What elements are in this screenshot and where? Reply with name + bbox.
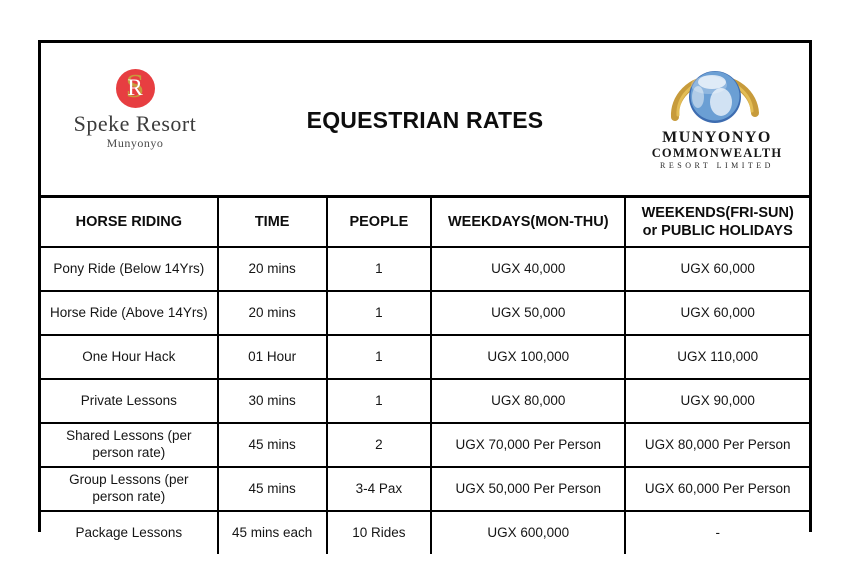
weekend-rate-cell: UGX 80,000 Per Person (624, 422, 809, 468)
time-cell: 01 Hour (216, 334, 328, 380)
speke-monogram-icon: S R (115, 68, 155, 108)
weekday-rate-cell: UGX 600,000 (430, 510, 627, 554)
page-title: EQUESTRIAN RATES (306, 107, 544, 133)
munyonyo-logo-line3: RESORT LIMITED (660, 161, 774, 170)
time-cell: 20 mins (216, 246, 328, 292)
time-cell: 45 mins (216, 466, 328, 512)
table-row: Shared Lessons (per person rate) 45 mins… (41, 422, 809, 468)
table-row: Package Lessons 45 mins each 10 Rides UG… (41, 510, 809, 554)
column-header-weekends: WEEKENDS(FRI-SUN) or PUBLIC HOLIDAYS (624, 196, 809, 248)
monogram-letter-r: R (127, 75, 143, 100)
table-row: One Hour Hack 01 Hour 1 UGX 100,000 UGX … (41, 334, 809, 380)
globe-icon (670, 71, 759, 123)
people-cell: 10 Rides (325, 510, 433, 554)
row-label: One Hour Hack (41, 334, 219, 380)
row-label: Shared Lessons (per person rate) (41, 422, 219, 468)
weekday-rate-cell: UGX 80,000 (430, 378, 627, 424)
column-header-people: PEOPLE (325, 196, 433, 248)
weekend-rate-cell: - (624, 510, 809, 554)
table-row: Private Lessons 30 mins 1 UGX 80,000 UGX… (41, 378, 809, 424)
weekend-rate-cell: UGX 90,000 (624, 378, 809, 424)
card-header: S R Speke Resort Munyonyo EQUESTRIAN RAT… (41, 43, 809, 195)
weekend-rate-cell: UGX 60,000 Per Person (624, 466, 809, 512)
column-header-weekdays: WEEKDAYS(MON-THU) (430, 196, 627, 248)
people-cell: 1 (325, 378, 433, 424)
header-row: HORSE RIDING TIME PEOPLE WEEKDAYS(MON-TH… (41, 196, 809, 248)
weekday-rate-cell: UGX 70,000 Per Person (430, 422, 627, 468)
people-cell: 1 (325, 246, 433, 292)
munyonyo-logo-line2: COMMONWEALTH (651, 146, 783, 160)
weekend-rate-cell: UGX 60,000 (624, 290, 809, 336)
rates-table: HORSE RIDING TIME PEOPLE WEEKDAYS(MON-TH… (41, 195, 809, 554)
time-cell: 30 mins (216, 378, 328, 424)
weekday-rate-cell: UGX 100,000 (430, 334, 627, 380)
row-label: Horse Ride (Above 14Yrs) (41, 290, 219, 336)
speke-resort-name: Speke Resort (73, 111, 197, 136)
speke-resort-logo: S R Speke Resort Munyonyo (49, 68, 221, 151)
weekend-rate-cell: UGX 110,000 (624, 334, 809, 380)
munyonyo-logo-line1: MUNYONYO (662, 129, 772, 146)
time-cell: 45 mins each (216, 510, 328, 554)
table-row: Group Lessons (per person rate) 45 mins … (41, 466, 809, 512)
speke-resort-subtitle: Munyonyo (106, 136, 164, 150)
row-label: Package Lessons (41, 510, 219, 554)
munyonyo-commonwealth-logo: MUNYONYO COMMONWEALTH RESORT LIMITED (629, 55, 805, 171)
weekday-rate-cell: UGX 50,000 (430, 290, 627, 336)
people-cell: 1 (325, 334, 433, 380)
row-label: Pony Ride (Below 14Yrs) (41, 246, 219, 292)
row-label: Group Lessons (per person rate) (41, 466, 219, 512)
time-cell: 20 mins (216, 290, 328, 336)
weekday-rate-cell: UGX 50,000 Per Person (430, 466, 627, 512)
column-header-horse-riding: HORSE RIDING (41, 196, 219, 248)
time-cell: 45 mins (216, 422, 328, 468)
people-cell: 2 (325, 422, 433, 468)
weekend-rate-cell: UGX 60,000 (624, 246, 809, 292)
people-cell: 3-4 Pax (325, 466, 433, 512)
rates-card: S R Speke Resort Munyonyo EQUESTRIAN RAT… (38, 40, 812, 554)
table-row: Pony Ride (Below 14Yrs) 20 mins 1 UGX 40… (41, 246, 809, 292)
monogram-letter-s: S (125, 68, 145, 105)
weekday-rate-cell: UGX 40,000 (430, 246, 627, 292)
people-cell: 1 (325, 290, 433, 336)
table-row: Horse Ride (Above 14Yrs) 20 mins 1 UGX 5… (41, 290, 809, 336)
row-label: Private Lessons (41, 378, 219, 424)
column-header-time: TIME (216, 196, 328, 248)
